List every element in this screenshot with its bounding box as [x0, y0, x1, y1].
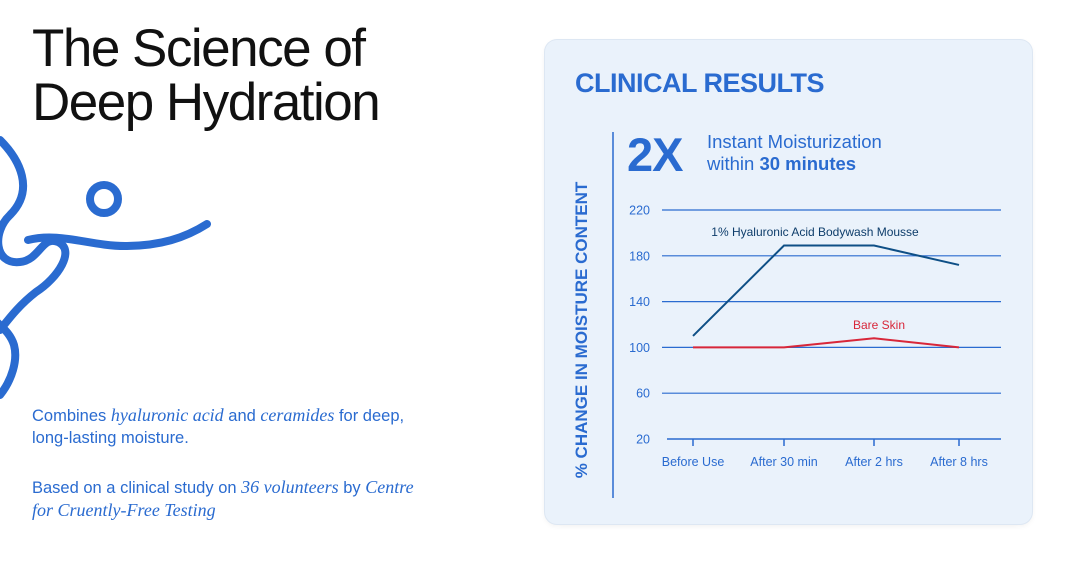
- swirl-head-icon: [86, 181, 122, 217]
- series-label-bare-skin: Bare Skin: [853, 318, 905, 332]
- headline: The Science of Deep Hydration: [32, 19, 381, 132]
- y-tick-label-220: 220: [629, 204, 650, 218]
- swirl-stroke: [0, 136, 70, 334]
- big-stat-line-1: Instant Moisturization: [707, 131, 882, 152]
- big-stat-text: Instant Moisturization within 30 minutes: [707, 131, 882, 175]
- x-tick-label-3: After 8 hrs: [930, 455, 988, 469]
- big-stat-line-2-bold: 30 minutes: [759, 153, 857, 174]
- desc1-text-2: and: [223, 407, 261, 425]
- swirl-arm-stroke: [24, 220, 211, 251]
- description-paragraph-1: Combines hyaluronic acid and ceramides f…: [32, 404, 432, 449]
- big-stat-number: 2X: [627, 128, 683, 181]
- y-tick-label-180: 180: [629, 249, 650, 263]
- desc2-text-1: Based on a clinical study on: [32, 479, 242, 497]
- card-title: CLINICAL RESULTS: [575, 68, 825, 98]
- desc1-emph-hyaluronic: hyaluronic acid: [110, 405, 224, 425]
- x-tick-label-2: After 2 hrs: [845, 455, 903, 469]
- y-tick-label-20: 20: [636, 433, 650, 447]
- desc1-text-1: Combines: [32, 407, 111, 425]
- series-label-hyaluronic: 1% Hyaluronic Acid Bodywash Mousse: [711, 225, 919, 239]
- headline-line-2: Deep Hydration: [32, 73, 381, 132]
- y-tick-label-100: 100: [629, 341, 650, 355]
- y-tick-label-60: 60: [636, 387, 650, 401]
- desc1-emph-ceramides: ceramides: [260, 405, 335, 425]
- desc2-emph-centre: Centre for Cruently-Free Testing: [32, 477, 414, 520]
- series-line-1: [693, 337, 960, 349]
- desc2-text-2: by: [338, 479, 366, 497]
- swirl-figure-graphic: [0, 136, 211, 399]
- series-line-0: [692, 244, 960, 337]
- headline-line-1: The Science of: [32, 19, 366, 78]
- clinical-results-card: CLINICAL RESULTS % CHANGE IN MOISTURE CO…: [545, 40, 1032, 524]
- y-tick-label-140: 140: [629, 295, 650, 309]
- description-paragraph-2: Based on a clinical study on 36 voluntee…: [32, 476, 432, 522]
- desc2-emph-volunteers: 36 volunteers: [241, 477, 339, 497]
- desc1-text-3: for deep, long-lasting moisture.: [32, 407, 405, 447]
- x-tick-label-1: After 30 min: [750, 455, 817, 469]
- big-stat-line-2-prefix: within: [707, 153, 760, 174]
- x-tick-label-0: Before Use: [662, 455, 725, 469]
- line-chart: 20 60 100 140 180 220 Before Use After 30 min Af…: [612, 132, 1001, 498]
- swirl-leg-stroke: [0, 319, 20, 399]
